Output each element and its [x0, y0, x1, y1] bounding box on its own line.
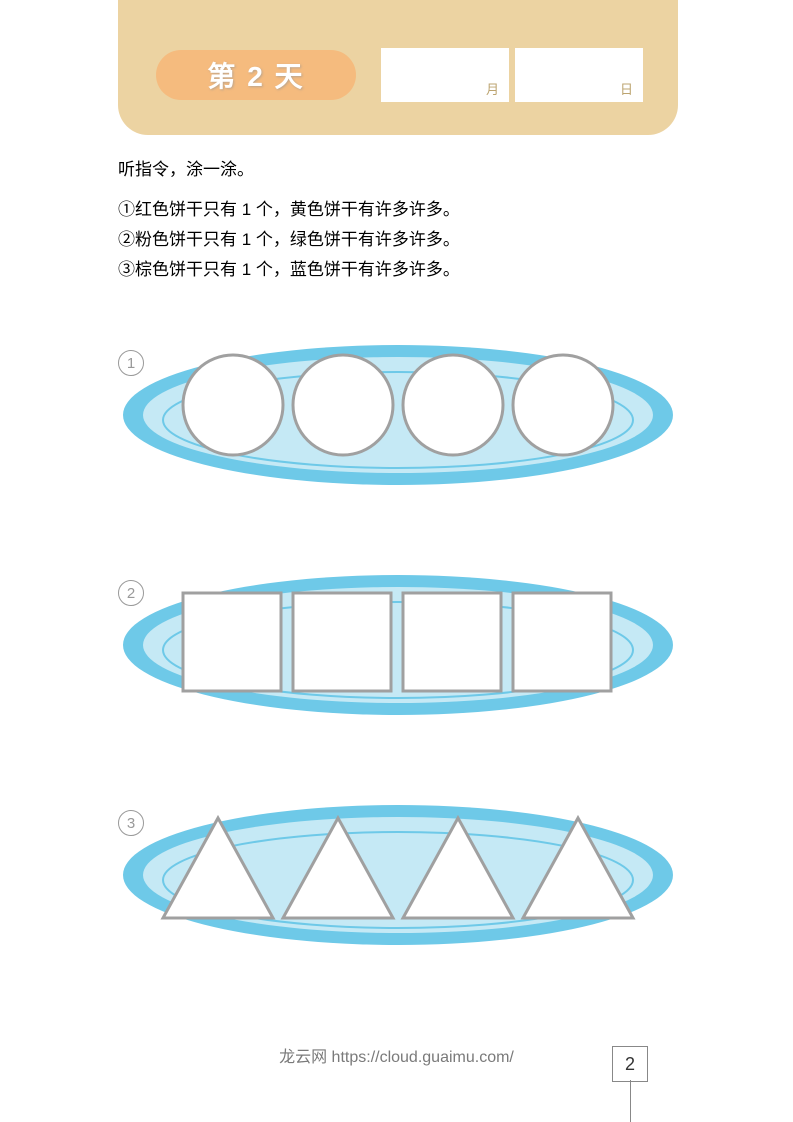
plate-squares	[118, 570, 678, 720]
exercise-number-3: 3	[118, 810, 144, 836]
page-number: 2	[612, 1046, 648, 1082]
plate-triangles	[118, 800, 678, 950]
day-label: 第 2 天	[207, 55, 304, 95]
day-badge: 第 2 天	[156, 50, 356, 100]
month-input-box[interactable]: 月	[381, 48, 509, 102]
sub-instruction-1: ①红色饼干只有 1 个，黄色饼干有许多许多。	[118, 195, 460, 225]
day-input-box[interactable]: 日	[515, 48, 643, 102]
sub-instruction-2: ②粉色饼干只有 1 个，绿色饼干有许多许多。	[118, 225, 460, 255]
sub-instruction-list: ①红色饼干只有 1 个，黄色饼干有许多许多。 ②粉色饼干只有 1 个，绿色饼干有…	[118, 195, 460, 284]
day-of-month-label: 日	[620, 79, 633, 98]
date-input-group: 月 日	[381, 48, 643, 102]
header-box: 第 2 天 月 日	[118, 0, 678, 135]
exercise-number-2: 2	[118, 580, 144, 606]
sub-instruction-3: ③棕色饼干只有 1 个，蓝色饼干有许多许多。	[118, 255, 460, 285]
plate-circles	[118, 340, 678, 490]
footer-text: 龙云网 https://cloud.guaimu.com/	[0, 1043, 793, 1067]
page-divider-line	[630, 1080, 632, 1122]
exercise-number-1: 1	[118, 350, 144, 376]
month-label: 月	[486, 79, 499, 98]
main-instruction: 听指令，涂一涂。	[118, 158, 254, 182]
